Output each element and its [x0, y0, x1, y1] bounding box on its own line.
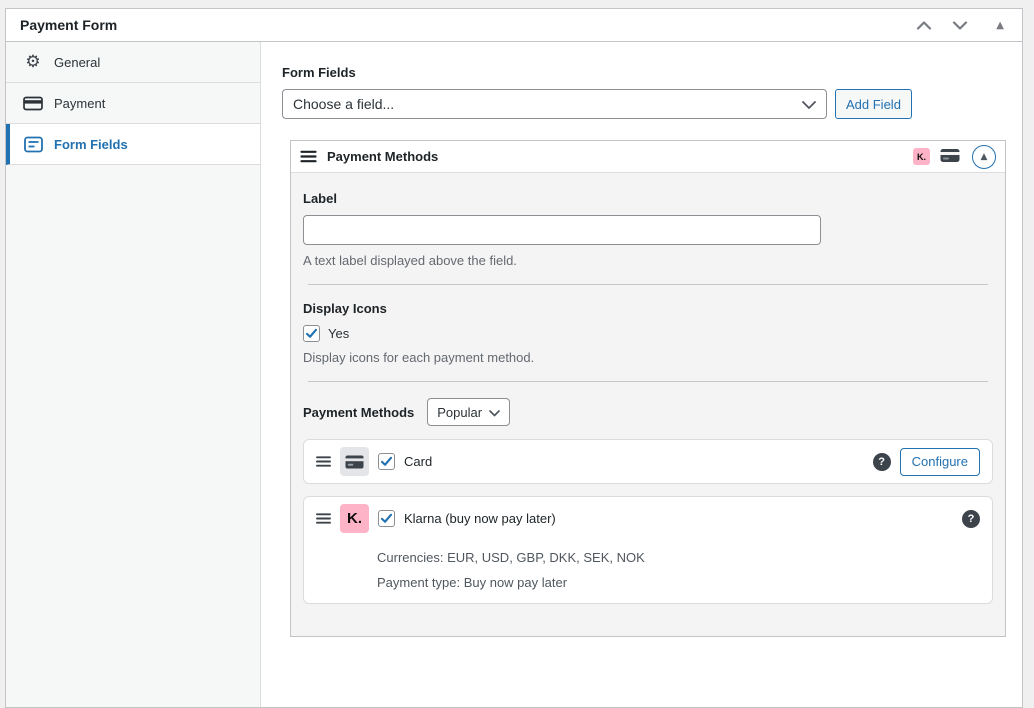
metabox-body: ⚙ General Payment Form Fields Form Field…	[6, 42, 1022, 707]
method-row-main: Card ? Configure	[304, 440, 992, 483]
add-field-button[interactable]: Add Field	[835, 89, 912, 119]
form-fields-icon	[23, 136, 43, 153]
display-icons-checkbox[interactable]	[303, 325, 320, 342]
method-name: Card	[404, 454, 433, 469]
method-row-main: K. Klarna (buy now pay later) ?	[304, 497, 992, 540]
move-down-icon[interactable]	[950, 19, 970, 32]
form-fields-tab-content: Form Fields Choose a field... Add Field …	[261, 42, 1022, 707]
methods-filter-value: Popular	[437, 404, 483, 420]
klarna-icon: K.	[340, 504, 369, 533]
label-help-text: A text label displayed above the field.	[303, 253, 517, 268]
method-row-card: Card ? Configure	[303, 439, 993, 484]
payment-methods-panel-header[interactable]: Payment Methods K. ▲	[291, 141, 1005, 173]
metabox-controls: ▲	[914, 18, 1008, 33]
chevron-down-icon	[802, 96, 816, 112]
label-input[interactable]	[303, 215, 821, 245]
card-icon	[23, 96, 43, 111]
method-name: Klarna (buy now pay later)	[404, 511, 556, 526]
settings-sidebar: ⚙ General Payment Form Fields	[6, 42, 261, 707]
sidebar-item-label: General	[54, 54, 101, 70]
toggle-panel-icon[interactable]: ▲	[992, 18, 1008, 33]
metabox-header: Payment Form ▲	[6, 9, 1022, 42]
klarna-icon: K.	[913, 148, 930, 165]
card-icon	[340, 447, 369, 476]
sidebar-item-payment[interactable]: Payment	[6, 83, 260, 124]
methods-filter-select[interactable]: Popular	[427, 398, 511, 426]
payment-methods-head: Payment Methods Popular	[303, 398, 993, 426]
page-title: Payment Form	[20, 17, 118, 33]
panel-body: Label A text label displayed above the f…	[291, 173, 1005, 636]
payment-methods-panel: Payment Methods K. ▲ Label A text label …	[290, 140, 1006, 637]
panel-title: Payment Methods	[327, 149, 439, 164]
chevron-down-icon	[489, 405, 500, 420]
method-detail-currencies: Currencies: EUR, USD, GBP, DKK, SEK, NOK	[377, 550, 645, 565]
klarna-enabled-checkbox[interactable]	[378, 510, 395, 527]
label-field-heading: Label	[303, 191, 337, 206]
drag-handle-icon[interactable]	[300, 150, 317, 163]
form-fields-heading: Form Fields	[282, 65, 356, 80]
display-icons-heading: Display Icons	[303, 301, 387, 316]
display-icons-help-text: Display icons for each payment method.	[303, 350, 535, 365]
section-divider	[308, 381, 988, 382]
method-row-klarna: K. Klarna (buy now pay later) ? Currenci…	[303, 496, 993, 604]
help-icon[interactable]: ?	[962, 509, 980, 528]
drag-handle-icon[interactable]	[316, 513, 331, 524]
method-details: Currencies: EUR, USD, GBP, DKK, SEK, NOK…	[304, 550, 992, 603]
payment-methods-heading: Payment Methods	[303, 404, 415, 420]
gear-icon: ⚙	[25, 51, 41, 72]
configure-card-button[interactable]: Configure	[899, 447, 980, 476]
payment-form-metabox: Payment Form ▲ ⚙ General Payment	[5, 8, 1023, 708]
sidebar-item-label: Form Fields	[54, 136, 128, 152]
choose-field-select-value: Choose a field...	[293, 96, 395, 112]
display-icons-checkbox-label: Yes	[328, 326, 350, 341]
move-up-icon[interactable]	[914, 19, 934, 32]
card-icon	[940, 148, 960, 166]
drag-handle-icon[interactable]	[316, 456, 331, 467]
help-icon[interactable]: ?	[872, 452, 891, 471]
section-divider	[308, 284, 988, 285]
sidebar-item-general[interactable]: ⚙ General	[6, 42, 260, 83]
card-enabled-checkbox[interactable]	[378, 453, 395, 470]
add-field-row: Choose a field... Add Field	[282, 89, 1006, 119]
collapse-panel-icon[interactable]: ▲	[972, 144, 996, 169]
sidebar-item-form-fields[interactable]: Form Fields	[6, 124, 260, 165]
choose-field-select[interactable]: Choose a field...	[282, 89, 827, 119]
sidebar-item-label: Payment	[54, 95, 106, 111]
method-detail-payment-type: Payment type: Buy now pay later	[377, 575, 568, 590]
display-icons-checkbox-row: Yes	[303, 325, 993, 342]
